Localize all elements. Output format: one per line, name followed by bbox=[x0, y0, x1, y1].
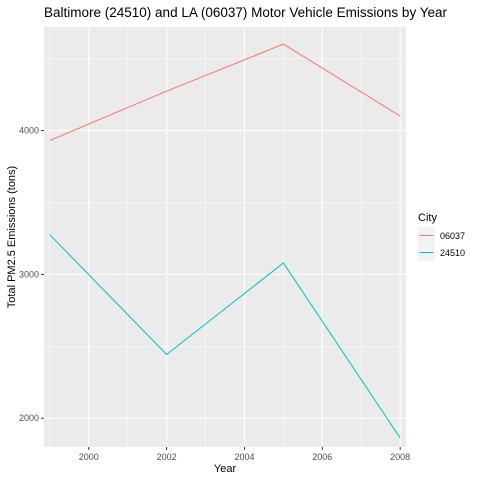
x-tick-label: 2006 bbox=[312, 452, 332, 462]
plot-panel bbox=[44, 27, 406, 447]
legend: City 06037 24510 bbox=[418, 212, 465, 261]
legend-label-06037: 06037 bbox=[440, 231, 465, 241]
grid-minor bbox=[44, 27, 406, 447]
y-tick-label: 4000 bbox=[19, 126, 39, 136]
grid-major bbox=[44, 27, 406, 447]
legend-title: City bbox=[418, 212, 437, 224]
x-axis-title: Year bbox=[214, 463, 237, 475]
series-line-24510 bbox=[49, 234, 401, 439]
y-tick-label: 2000 bbox=[19, 413, 39, 423]
y-axis-title: Total PM2.5 Emissions (tons) bbox=[6, 166, 18, 308]
x-tick-label: 2008 bbox=[390, 452, 410, 462]
legend-label-24510: 24510 bbox=[440, 248, 465, 258]
chart-title: Baltimore (24510) and LA (06037) Motor V… bbox=[44, 5, 447, 20]
series-lines bbox=[49, 43, 401, 439]
x-axis: 2000 2002 2004 2006 2008 bbox=[79, 447, 410, 462]
y-tick-label: 3000 bbox=[19, 269, 39, 279]
x-tick-label: 2002 bbox=[157, 452, 177, 462]
x-tick-label: 2000 bbox=[79, 452, 99, 462]
series-line-06037 bbox=[49, 43, 401, 141]
y-axis: 2000 3000 4000 bbox=[19, 126, 44, 423]
legend-items: 06037 24510 bbox=[418, 227, 465, 261]
x-tick-label: 2004 bbox=[234, 452, 254, 462]
